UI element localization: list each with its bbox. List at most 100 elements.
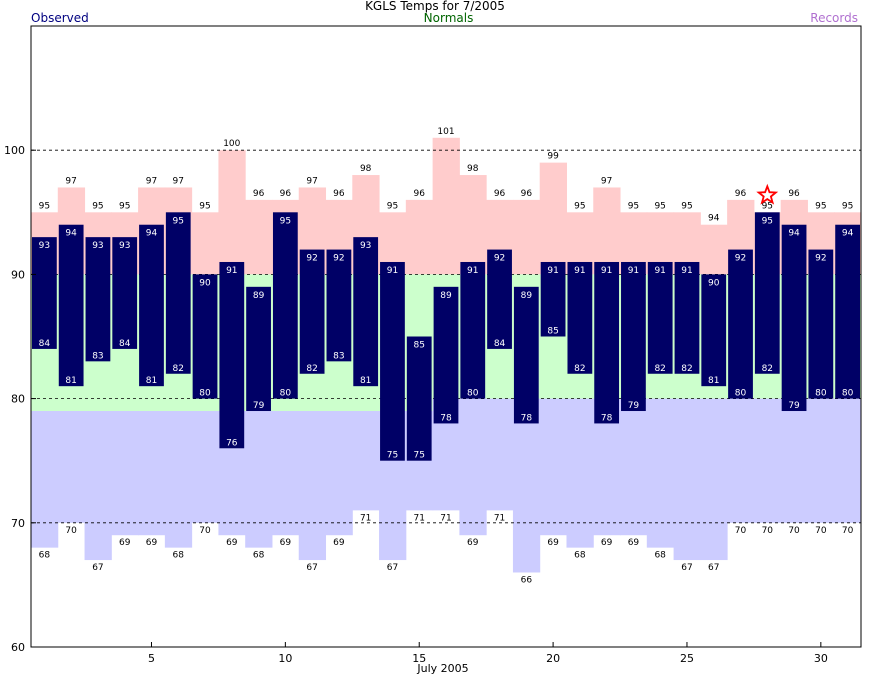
observed-low-label: 78: [521, 413, 533, 423]
observed-bar: [219, 261, 245, 449]
record-high-label: 97: [173, 176, 184, 186]
record-low-bar: [164, 411, 193, 548]
observed-high-label: 91: [681, 266, 692, 276]
record-low-label: 71: [440, 513, 451, 523]
observed-low-label: 80: [842, 389, 854, 399]
record-high-label: 98: [360, 164, 372, 174]
record-low-label: 70: [65, 526, 77, 536]
observed-low-label: 80: [735, 389, 747, 399]
record-low-label: 70: [788, 526, 800, 536]
record-low-bar: [271, 411, 300, 536]
observed-low-label: 85: [547, 327, 558, 337]
y-tick-label: 70: [11, 517, 25, 530]
observed-low-label: 82: [574, 364, 585, 374]
observed-bar: [112, 237, 138, 349]
record-low-bar: [57, 411, 86, 523]
observed-bar: [674, 261, 700, 374]
observed-high-label: 94: [842, 229, 854, 239]
record-low-label: 69: [467, 538, 479, 548]
observed-high-label: 95: [280, 216, 291, 226]
record-high-label: 97: [601, 176, 612, 186]
record-low-label: 68: [574, 551, 586, 561]
record-low-label: 70: [199, 526, 211, 536]
x-tick-label: 30: [814, 652, 828, 665]
observed-high-label: 93: [39, 241, 50, 251]
observed-high-label: 90: [199, 278, 211, 288]
record-low-bar: [138, 411, 166, 536]
observed-bar: [567, 261, 593, 374]
observed-bar: [326, 249, 352, 362]
record-high-label: 95: [387, 201, 398, 211]
record-high-bar: [593, 187, 621, 275]
observed-low-label: 80: [280, 389, 292, 399]
record-low-label: 67: [708, 563, 719, 573]
observed-high-label: 91: [574, 266, 585, 276]
observed-low-label: 82: [654, 364, 665, 374]
observed-high-label: 91: [628, 266, 639, 276]
observed-high-label: 93: [360, 241, 371, 251]
record-low-label: 68: [253, 551, 265, 561]
observed-low-label: 76: [226, 438, 238, 448]
x-tick-label: 5: [148, 652, 155, 665]
record-low-bar: [111, 411, 139, 536]
record-low-label: 68: [39, 551, 51, 561]
observed-low-label: 75: [387, 451, 398, 461]
observed-bar: [701, 274, 727, 387]
observed-high-label: 92: [306, 254, 317, 264]
record-low-label: 70: [735, 526, 747, 536]
record-low-bar: [352, 411, 380, 511]
record-low-bar: [646, 398, 675, 548]
record-high-label: 99: [547, 152, 559, 162]
record-low-label: 66: [521, 575, 533, 585]
observed-high-label: 92: [735, 254, 746, 264]
observed-bar: [781, 224, 807, 412]
observed-high-label: 85: [413, 341, 424, 351]
observed-high-label: 92: [333, 254, 344, 264]
x-tick-label: 25: [680, 652, 694, 665]
record-low-bar: [512, 398, 541, 573]
observed-high-label: 94: [788, 229, 800, 239]
record-low-bar: [245, 411, 273, 548]
observed-low-label: 78: [440, 413, 452, 423]
record-low-label: 70: [842, 526, 854, 536]
record-low-label: 71: [360, 513, 371, 523]
record-low-bar: [727, 398, 755, 523]
observed-bar: [380, 261, 405, 461]
observed-low-label: 83: [92, 351, 103, 361]
record-high-label: 95: [842, 201, 853, 211]
record-high-label: 95: [628, 201, 639, 211]
record-low-label: 71: [494, 513, 505, 523]
observed-bar: [139, 224, 164, 387]
record-low-bar: [459, 398, 487, 536]
record-high-bar: [512, 199, 541, 275]
observed-high-label: 91: [601, 266, 612, 276]
observed-low-label: 81: [708, 376, 719, 386]
observed-high-label: 89: [440, 291, 452, 301]
record-high-label: 96: [494, 189, 506, 199]
observed-high-label: 89: [253, 291, 265, 301]
record-low-label: 68: [173, 551, 185, 561]
observed-high-label: 91: [467, 266, 478, 276]
record-low-bar: [31, 411, 59, 548]
observed-low-label: 75: [413, 451, 424, 461]
record-low-bar: [807, 398, 835, 523]
record-low-label: 69: [547, 538, 559, 548]
observed-low-label: 80: [815, 389, 827, 399]
record-low-label: 71: [413, 513, 424, 523]
legend-records: Records: [810, 11, 858, 25]
observed-bar: [728, 249, 753, 399]
record-low-bar: [673, 398, 701, 561]
observed-high-label: 95: [173, 216, 184, 226]
record-low-label: 69: [280, 538, 292, 548]
observed-low-label: 84: [39, 339, 51, 349]
record-low-bar: [298, 411, 327, 561]
y-tick-label: 100: [4, 144, 25, 157]
record-high-label: 95: [119, 201, 130, 211]
record-high-bar: [218, 150, 246, 275]
record-high-label: 96: [521, 189, 533, 199]
y-tick-label: 60: [11, 641, 25, 654]
y-tick-label: 90: [11, 268, 25, 281]
observed-bar: [513, 286, 539, 424]
observed-bar: [647, 261, 673, 374]
record-low-bar: [753, 398, 782, 523]
